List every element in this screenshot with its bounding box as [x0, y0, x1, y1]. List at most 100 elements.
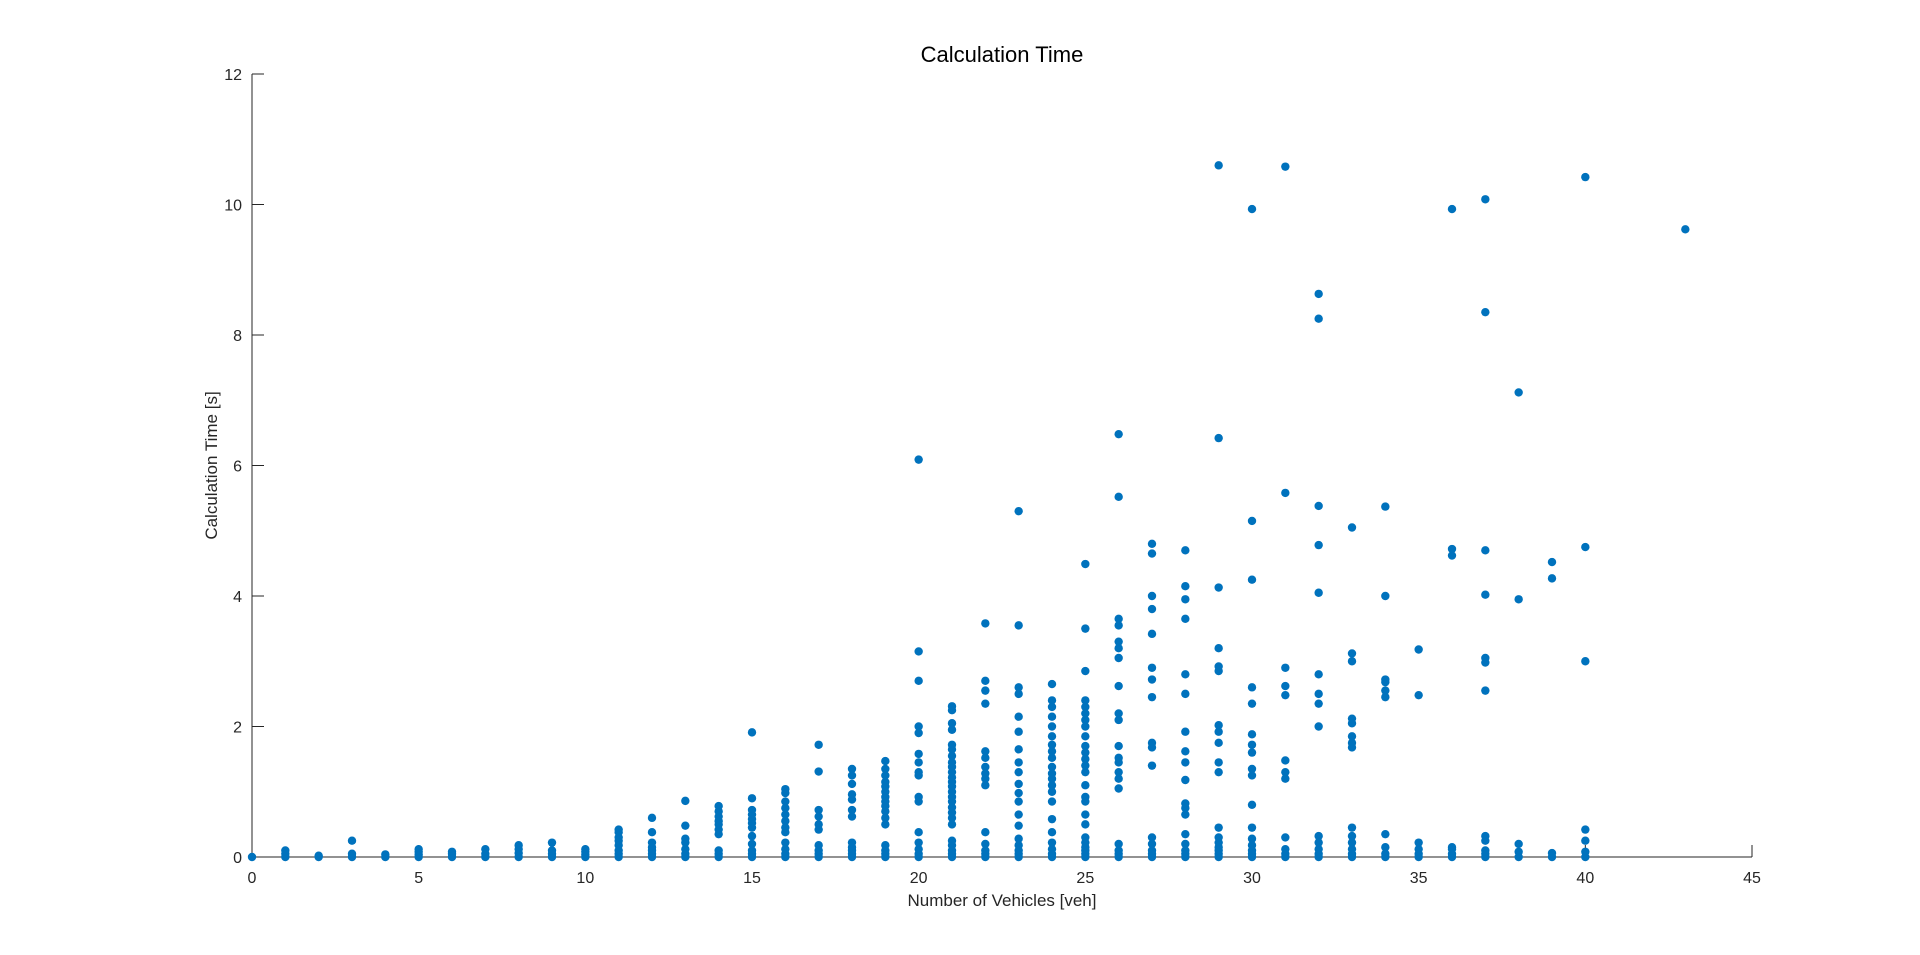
data-point	[1381, 591, 1390, 601]
data-point	[1114, 644, 1123, 653]
data-point	[981, 699, 990, 708]
data-point	[1014, 506, 1023, 516]
data-point	[1081, 709, 1090, 718]
y-tick-label: 0	[233, 850, 242, 867]
data-point	[1481, 590, 1490, 599]
data-point	[747, 831, 757, 841]
data-point	[1481, 653, 1490, 663]
data-point	[1014, 689, 1023, 699]
data-point	[381, 850, 390, 859]
data-point	[1214, 433, 1223, 443]
data-point	[347, 836, 357, 845]
data-point	[1014, 797, 1023, 806]
data-point	[1014, 834, 1023, 843]
data-point	[1414, 645, 1423, 654]
data-point	[814, 841, 823, 850]
data-point	[1014, 821, 1023, 830]
data-point	[1014, 683, 1023, 692]
data-point	[1114, 741, 1123, 751]
data-point	[914, 722, 923, 731]
data-point	[914, 728, 923, 738]
data-point	[1147, 761, 1157, 770]
data-point	[1147, 738, 1157, 748]
data-point	[1214, 161, 1223, 170]
x-tick-label: 10	[576, 870, 594, 887]
data-point	[1047, 740, 1057, 749]
data-point	[1047, 781, 1057, 790]
data-point	[1214, 583, 1223, 592]
data-point	[1181, 839, 1190, 849]
data-point	[1581, 836, 1590, 845]
data-point	[1247, 771, 1257, 780]
data-point	[1114, 767, 1123, 777]
data-point	[981, 769, 990, 778]
data-point	[981, 762, 990, 772]
data-point	[914, 647, 923, 656]
data-point	[1147, 846, 1157, 855]
data-point	[1047, 732, 1057, 741]
data-point	[981, 747, 990, 756]
chart-title: Calculation Time	[921, 42, 1084, 67]
x-tick-label: 5	[414, 870, 423, 887]
data-point	[1414, 838, 1423, 847]
data-point	[1114, 429, 1123, 439]
data-point	[1147, 663, 1157, 672]
data-point	[847, 805, 857, 815]
data-point	[1514, 388, 1523, 397]
data-point	[1181, 799, 1190, 808]
data-point	[947, 751, 957, 761]
data-point	[581, 844, 590, 854]
data-point	[1081, 754, 1090, 764]
data-point	[547, 838, 557, 847]
data-point	[747, 805, 757, 815]
data-point	[1147, 629, 1157, 639]
data-point	[1247, 575, 1257, 584]
data-point	[1181, 829, 1190, 839]
data-point	[1247, 683, 1257, 692]
data-point	[1347, 838, 1357, 847]
data-point	[847, 779, 857, 789]
data-point	[1314, 670, 1323, 679]
data-point	[847, 771, 857, 780]
data-point	[1381, 843, 1390, 852]
data-point	[1381, 829, 1390, 839]
y-tick-label: 12	[224, 67, 242, 84]
data-point	[1347, 714, 1357, 723]
x-axis-label: Number of Vehicles [veh]	[908, 891, 1097, 910]
data-point	[981, 846, 990, 855]
data-point	[1447, 544, 1457, 554]
x-tick-label: 35	[1410, 870, 1428, 887]
data-point	[1047, 797, 1057, 806]
data-point	[914, 828, 923, 837]
data-point	[1247, 823, 1257, 832]
data-point	[1481, 546, 1490, 555]
data-point	[1347, 738, 1357, 748]
data-point	[1047, 814, 1057, 824]
data-point	[781, 810, 790, 819]
data-point	[1047, 844, 1057, 854]
data-point	[1347, 732, 1357, 741]
data-point	[947, 719, 957, 728]
data-point	[1114, 715, 1123, 725]
data-point	[1081, 748, 1090, 757]
data-point	[1181, 670, 1190, 679]
data-point	[1181, 775, 1190, 785]
data-point	[881, 820, 890, 829]
data-point	[781, 844, 790, 854]
data-point	[881, 756, 890, 766]
data-point	[1281, 162, 1290, 171]
data-point	[1081, 702, 1090, 712]
data-point	[1281, 681, 1290, 691]
data-point	[981, 753, 990, 763]
data-point	[947, 740, 957, 749]
data-point	[1281, 833, 1290, 842]
data-point	[1114, 492, 1123, 502]
data-point	[1247, 730, 1257, 739]
data-point	[1081, 781, 1090, 790]
data-point	[1147, 692, 1157, 702]
data-point	[1314, 844, 1323, 854]
x-tick-label: 20	[910, 870, 928, 887]
data-point	[681, 796, 690, 806]
data-point	[814, 740, 823, 749]
data-point	[1281, 488, 1290, 498]
